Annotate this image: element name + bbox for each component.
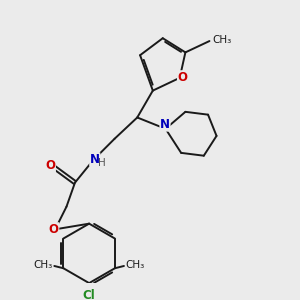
Text: N: N: [160, 118, 170, 131]
Text: CH₃: CH₃: [213, 34, 232, 45]
Text: Cl: Cl: [83, 289, 95, 300]
Text: CH₃: CH₃: [126, 260, 145, 270]
Text: N: N: [90, 153, 100, 166]
Text: CH₃: CH₃: [33, 260, 52, 270]
Text: H: H: [98, 158, 106, 168]
Text: O: O: [49, 223, 59, 236]
Text: O: O: [178, 71, 188, 84]
Text: O: O: [45, 159, 55, 172]
